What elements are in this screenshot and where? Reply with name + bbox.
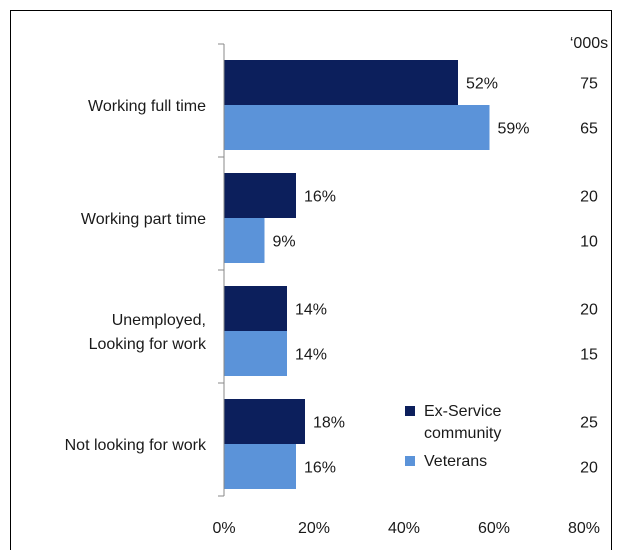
legend-label: community	[424, 425, 501, 442]
data-label: 59%	[498, 121, 530, 138]
data-label: 16%	[304, 189, 336, 206]
category-label: Not looking for work	[65, 437, 207, 454]
category-label: Looking for work	[89, 336, 207, 353]
bar-1-2	[224, 331, 287, 376]
x-tick-label: 60%	[478, 520, 510, 537]
legend: Ex-Service community Veterans	[405, 403, 501, 470]
thousands-value: 65	[580, 121, 598, 138]
bar-1-0	[224, 105, 490, 150]
x-tick-label: 80%	[568, 520, 600, 537]
data-label: 52%	[466, 76, 498, 93]
category-label: Working full time	[88, 98, 206, 115]
bar-0-1	[224, 173, 296, 218]
bar-0-2	[224, 286, 287, 331]
thousands-value: 20	[580, 460, 598, 477]
thousands-value: 15	[580, 347, 598, 364]
bar-1-3	[224, 444, 296, 489]
chart-frame	[10, 10, 612, 550]
bar-0-3	[224, 399, 305, 444]
axis-group: 0% 20% 40% 60% 80%	[212, 43, 600, 537]
legend-label: Veterans	[424, 453, 487, 470]
thousands-value: 20	[580, 189, 598, 206]
thousands-value: 10	[580, 234, 598, 251]
thousands-value: 20	[580, 302, 598, 319]
data-label: 18%	[313, 415, 345, 432]
x-tick-label: 40%	[388, 520, 420, 537]
x-tick-label: 0%	[212, 520, 235, 537]
legend-swatch-0	[405, 406, 415, 416]
thousands-header: ‘000s	[570, 35, 608, 52]
category-label: Working part time	[81, 211, 206, 228]
thousands-value: 25	[580, 415, 598, 432]
data-label: 16%	[304, 460, 336, 477]
labels-group: 52% 75 59% 65 Working full time 16% 20 9% 10 Work…	[65, 35, 609, 477]
category-label: Unemployed,	[112, 312, 206, 329]
thousands-value: 75	[580, 76, 598, 93]
bar-0-0	[224, 60, 458, 105]
data-label: 14%	[295, 302, 327, 319]
data-label: 14%	[295, 347, 327, 364]
x-tick-label: 20%	[298, 520, 330, 537]
legend-label: Ex-Service	[424, 403, 501, 420]
bars-group	[224, 60, 490, 489]
data-label: 9%	[273, 234, 296, 251]
legend-swatch-1	[405, 456, 415, 466]
bar-1-1	[224, 218, 265, 263]
